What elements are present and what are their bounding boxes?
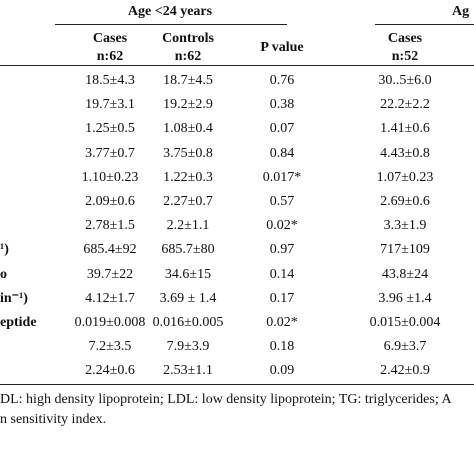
cell: 4.43±0.8 [380,145,430,161]
column-header: Cases [387,31,423,46]
cell: 39.7±22 [86,266,134,282]
group-header: Age <24 years [127,4,213,19]
cell: 3.69 ± 1.4 [159,290,217,306]
cell: 22.2±2.2 [380,97,430,113]
cell: 1.10±0.23 [81,169,139,185]
column-header: P value [260,40,304,55]
header-rule [0,65,474,66]
cell: 34.6±15 [164,266,212,282]
cell: 3.96 ±1.4 [378,290,432,306]
cell: 0.84 [269,145,295,161]
cell: 18.5±4.3 [85,73,135,88]
cell: 1.07±0.23 [376,169,434,185]
footnote: n sensitivity index. [0,412,107,427]
row-label: o [0,266,7,282]
cell: 3.75±0.8 [163,145,213,161]
cell: 7.9±3.9 [166,339,210,355]
cell: 3.3±1.9 [383,218,427,234]
row-label: ¹) [0,242,9,258]
cell: 0.019±0.008 [74,315,146,330]
cell: 0.015±0.004 [369,315,441,330]
group-rule [55,24,287,25]
cell: 0.09 [269,363,295,379]
cell: 0.02* [266,315,298,330]
cell: 2.27±0.7 [163,194,213,209]
cell: 0.14 [269,266,295,282]
cell: 3.77±0.7 [85,145,135,161]
cell: 1.41±0.6 [380,121,430,137]
cell: 1.08±0.4 [163,121,213,137]
footnote: DL: high density lipoprotein; LDL: low d… [0,392,452,407]
cell: 43.8±24 [381,266,429,282]
cell: 4.12±1.7 [85,290,135,306]
cell: 1.22±0.3 [163,169,213,185]
column-header: n:62 [96,49,124,64]
cell: 19.2±2.9 [163,97,213,113]
cell: 30..5±6.0 [378,73,432,88]
column-header: Cases [92,31,128,46]
cell: 7.2±3.5 [88,339,132,355]
cell: 0.016±0.005 [152,315,224,330]
cell: 2.2±1.1 [166,218,210,234]
column-header: n:52 [391,49,419,64]
cell: 0.57 [269,194,295,209]
cell: 18.7±4.5 [163,73,213,88]
bottom-rule [0,384,474,385]
cell: 0.02* [266,218,298,234]
cell: 0.76 [269,73,295,88]
cell: 685.7±80 [161,242,215,258]
cell: 0.38 [269,97,295,113]
cell: 2.53±1.1 [163,363,213,379]
cell: 2.42±0.9 [380,363,430,379]
cell: 2.78±1.5 [85,218,135,234]
cell: 685.4±92 [83,242,137,258]
cell: 2.24±0.6 [85,363,135,379]
row-label: eptide [0,315,37,330]
cell: 0.07 [269,121,295,137]
row-label: in⁻¹) [0,290,28,306]
cell: 6.9±3.7 [383,339,427,355]
cell: 717±109 [380,242,430,258]
cell: 0.017* [262,169,302,185]
group-header: Ag [452,4,470,19]
column-header: Controls [162,31,214,46]
group-rule [375,24,474,25]
cell: 1.25±0.5 [85,121,135,137]
cell: 2.09±0.6 [85,194,135,209]
column-header: n:62 [174,49,202,64]
cell: 19.7±3.1 [85,97,135,113]
cell: 0.17 [269,290,295,306]
cell: 0.97 [269,242,295,258]
cell: 0.18 [269,339,295,355]
cell: 2.69±0.6 [380,194,430,209]
